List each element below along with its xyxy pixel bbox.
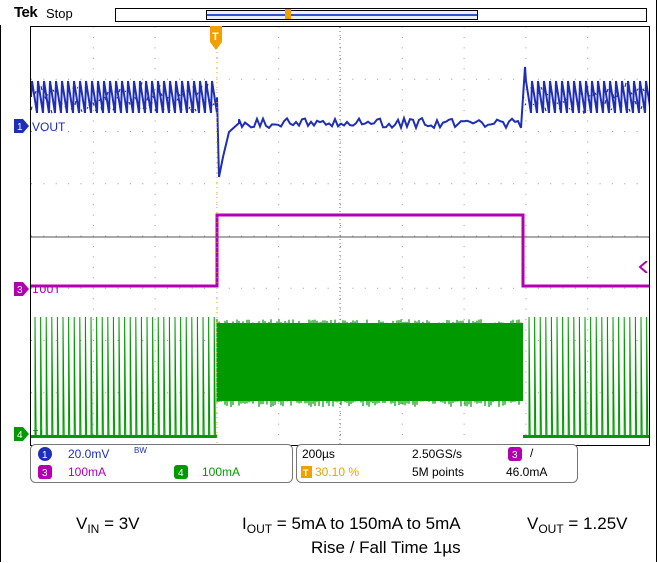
caption-rise-fall: Rise / Fall Time 1µs — [311, 538, 461, 558]
trigger-marker-icon[interactable]: T — [209, 26, 223, 52]
ch1-bw-limit: BW — [134, 446, 147, 455]
record-overview-bar[interactable] — [115, 8, 647, 22]
ch4-baseline-left — [31, 435, 217, 438]
ch4-label: IL — [32, 428, 46, 442]
sample-rate: 2.50GS/s — [412, 447, 462, 461]
record-view-window[interactable] — [206, 10, 478, 20]
ch1-scale[interactable]: 20.0mV — [68, 447, 109, 461]
ch1-label: VOUT — [32, 120, 65, 134]
trigger-pos-icon: T — [301, 466, 312, 478]
trigger-slope[interactable]: / — [530, 446, 533, 460]
ch3-ground-marker[interactable]: 3 — [14, 282, 30, 296]
svg-text:T: T — [303, 468, 309, 478]
ch4-burst-edge — [217, 319, 521, 407]
svg-text:T: T — [212, 31, 219, 43]
brand-logo: Tek — [14, 4, 37, 21]
ch4-badge-icon: 4 — [174, 465, 188, 479]
svg-text:3: 3 — [42, 468, 48, 479]
trigger-level-icon[interactable] — [638, 261, 648, 273]
trigger-level[interactable]: 46.0mA — [506, 465, 547, 479]
svg-text:3: 3 — [512, 450, 518, 461]
caption-vin: VIN = 3V — [76, 514, 140, 536]
ch4-baseline-right — [523, 435, 649, 438]
caption-vout: VOUT = 1.25V — [527, 514, 628, 536]
svg-text:4: 4 — [178, 468, 184, 479]
ch4-ground-marker[interactable]: 4 — [14, 427, 30, 441]
ch3-label: IOUT — [32, 283, 61, 297]
caption-iout: IOUT = 5mA to 150mA to 5mA — [242, 514, 461, 536]
ch1-badge-icon: 1 — [38, 447, 52, 461]
trigger-position-icon — [283, 6, 293, 22]
svg-text:4: 4 — [17, 430, 23, 441]
ch1-ground-marker[interactable]: 1 — [14, 119, 30, 133]
record-length[interactable]: 5M points — [412, 465, 464, 479]
trigger-position[interactable]: 30.10 % — [315, 465, 359, 479]
ch4-scale[interactable]: 100mA — [202, 465, 240, 479]
acquisition-state[interactable]: Stop — [46, 6, 73, 21]
waveform-svg — [31, 27, 649, 445]
status-bar: Tek Stop — [0, 0, 656, 25]
trigger-source-icon: 3 — [508, 447, 522, 461]
ch3-scale[interactable]: 100mA — [68, 465, 106, 479]
svg-text:1: 1 — [42, 450, 48, 461]
svg-text:1: 1 — [17, 122, 23, 133]
svg-text:3: 3 — [17, 285, 23, 296]
ch3-badge-icon: 3 — [38, 465, 52, 479]
timebase[interactable]: 200µs — [302, 447, 335, 461]
readout-panel: 1 20.0mV BW 3 100mA 4 100mA 200µs T 30.1… — [30, 444, 648, 487]
waveform-display[interactable] — [30, 26, 650, 446]
